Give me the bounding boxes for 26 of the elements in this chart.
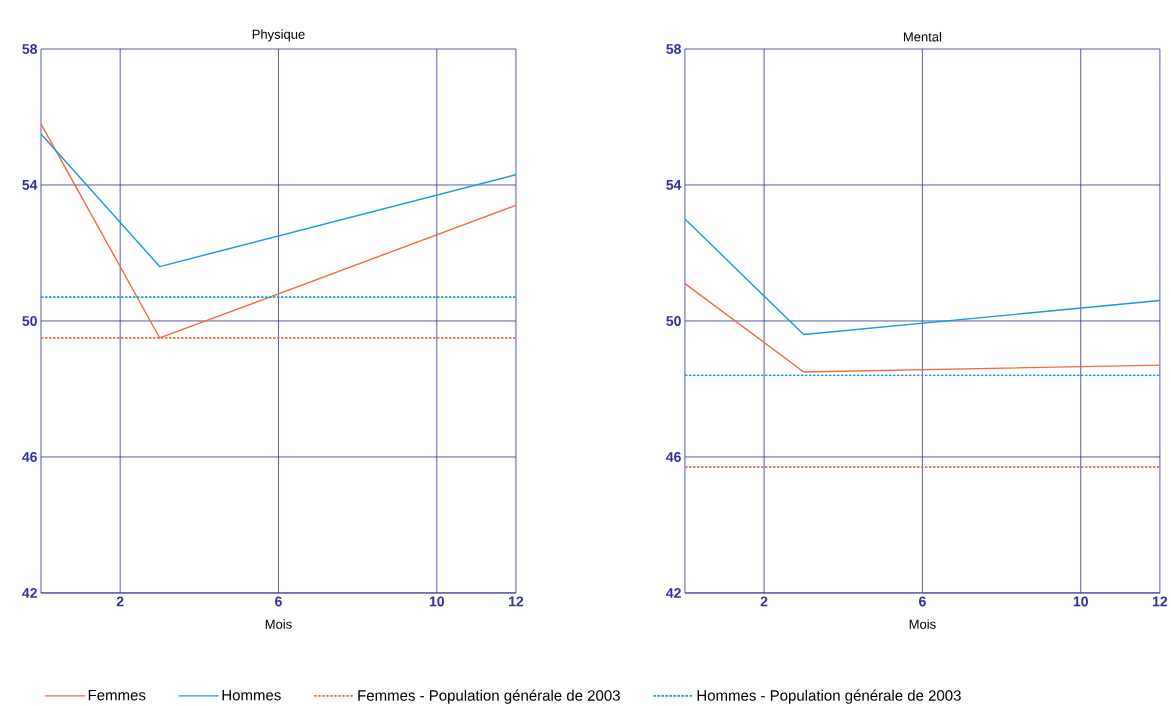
chart-title: Physique [252, 29, 305, 42]
y-tick-label: 50 [666, 315, 681, 326]
y-tick-label: 42 [666, 587, 681, 598]
y-tick-label: 58 [666, 43, 681, 54]
x-tick-label: 6 [919, 596, 926, 607]
x-axis-title: Mois [265, 619, 292, 629]
x-tick-label: 10 [1073, 596, 1088, 607]
x-tick-label: 12 [509, 596, 524, 607]
y-tick-label: 54 [666, 180, 682, 190]
x-tick-label: 2 [116, 596, 124, 607]
y-tick-label: 54 [22, 180, 38, 190]
y-tick-label: 46 [666, 451, 681, 462]
y-tick-label: 42 [22, 587, 37, 598]
chart-title: Mental [903, 31, 942, 42]
legend-label: Hommes - Population générale de 2003 [697, 689, 961, 704]
legend-label: Femmes [88, 689, 146, 701]
x-tick-label: 10 [429, 596, 445, 607]
y-tick-label: 50 [22, 315, 37, 326]
x-tick-label: 12 [1152, 596, 1168, 607]
y-tick-label: 58 [22, 43, 38, 54]
legend-label: Hommes [222, 689, 281, 701]
y-tick-label: 46 [22, 451, 37, 462]
legend-label: Femmes - Population générale de 2003 [358, 689, 620, 704]
x-tick-label: 2 [760, 596, 768, 607]
x-tick-label: 6 [275, 596, 282, 607]
x-axis-title: Mois [909, 619, 936, 629]
